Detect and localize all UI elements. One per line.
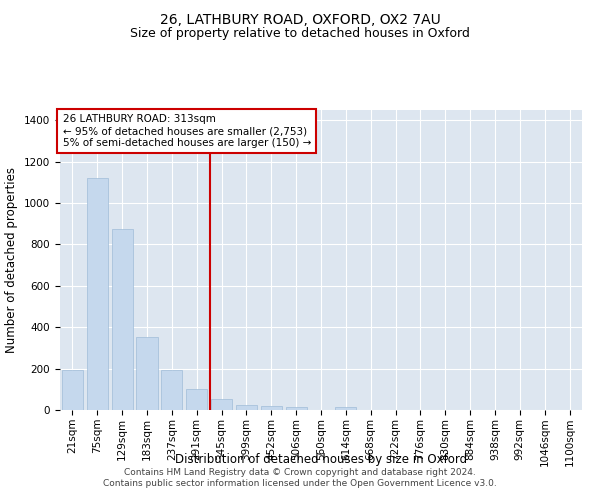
Bar <box>186 390 207 410</box>
Bar <box>112 229 133 410</box>
Bar <box>87 178 108 410</box>
Text: 26, LATHBURY ROAD, OXFORD, OX2 7AU: 26, LATHBURY ROAD, OXFORD, OX2 7AU <box>160 12 440 26</box>
Bar <box>136 336 158 410</box>
Bar <box>236 405 257 410</box>
Bar <box>211 398 232 410</box>
Text: Distribution of detached houses by size in Oxford: Distribution of detached houses by size … <box>175 452 467 466</box>
Bar <box>335 407 356 410</box>
Text: Contains HM Land Registry data © Crown copyright and database right 2024.
Contai: Contains HM Land Registry data © Crown c… <box>103 468 497 487</box>
Y-axis label: Number of detached properties: Number of detached properties <box>5 167 19 353</box>
Text: 26 LATHBURY ROAD: 313sqm
← 95% of detached houses are smaller (2,753)
5% of semi: 26 LATHBURY ROAD: 313sqm ← 95% of detach… <box>62 114 311 148</box>
Text: Size of property relative to detached houses in Oxford: Size of property relative to detached ho… <box>130 28 470 40</box>
Bar <box>261 406 282 410</box>
Bar <box>161 370 182 410</box>
Bar <box>62 370 83 410</box>
Bar <box>286 407 307 410</box>
